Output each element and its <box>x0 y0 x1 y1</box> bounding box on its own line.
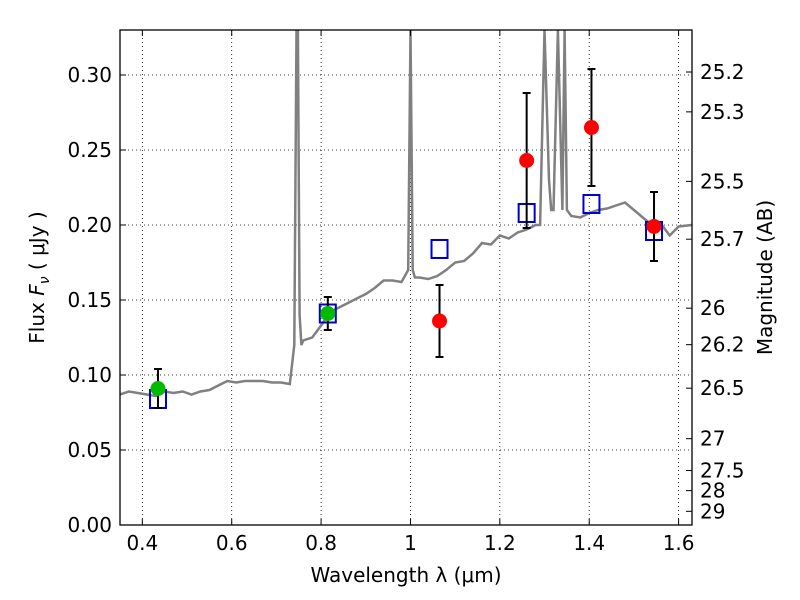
red-point <box>583 120 599 135</box>
x-tick-label: 0.6 <box>216 531 248 555</box>
y-tick-label: 0.30 <box>67 63 112 87</box>
right-tick-label: 25.7 <box>700 227 745 251</box>
y-axis-label-prefix: Flux <box>25 296 49 344</box>
right-tick-label: 26.2 <box>700 333 745 357</box>
x-tick-label: 1.6 <box>663 531 695 555</box>
model-series <box>148 194 664 409</box>
y-tick-label: 0.25 <box>67 138 112 162</box>
plot-frame <box>119 29 693 526</box>
right-tick-label: 25.5 <box>700 169 745 193</box>
red-point <box>519 153 535 168</box>
ticks: 0.4 0.6 0.8 1 1.2 1.4 1.6 0.00 0.05 0.10 0.15 0.20 0… <box>67 30 745 555</box>
right-tick-label: 25.3 <box>700 100 745 124</box>
spectrum-series <box>120 30 692 398</box>
right-axis-label: Magnitude (AB) <box>753 200 777 355</box>
y-tick-label: 0.00 <box>67 513 112 537</box>
y-axis-label-suffix: ( μJy ) <box>25 211 49 276</box>
x-tick-label: 1.2 <box>484 531 516 555</box>
right-tick-label: 27.5 <box>700 459 745 483</box>
y-tick-label: 0.05 <box>67 438 112 462</box>
right-tick-label: 26 <box>700 296 725 320</box>
spectrum-line <box>120 30 692 398</box>
model-square <box>430 239 449 259</box>
x-tick-label: 1.4 <box>573 531 605 555</box>
y-axis-label: Flux Fν ( μJy ) <box>25 211 53 343</box>
red-point <box>646 219 662 234</box>
green-series <box>150 306 336 396</box>
model-square <box>582 194 601 214</box>
x-tick-label: 0.4 <box>126 531 158 555</box>
y-tick-label: 0.20 <box>67 213 112 237</box>
green-point <box>320 306 336 321</box>
grid <box>120 30 692 526</box>
errorbars <box>153 68 659 409</box>
x-axis-label: Wavelength λ (μm) <box>310 563 501 587</box>
y-tick-label: 0.15 <box>67 288 112 312</box>
x-tick-label: 0.8 <box>305 531 337 555</box>
right-tick-label: 27 <box>700 427 725 451</box>
y-axis-label-symbol: F <box>25 284 49 296</box>
right-tick-label: 28 <box>700 479 725 503</box>
right-tick-label: 25.2 <box>700 60 745 84</box>
y-tick-label: 0.10 <box>67 363 112 387</box>
green-point <box>150 381 166 396</box>
right-tick-label: 29 <box>700 499 725 523</box>
y-axis-label-subscript: ν <box>37 276 53 284</box>
right-tick-label: 26.5 <box>700 376 745 400</box>
red-point <box>432 313 448 329</box>
red-series <box>432 120 662 329</box>
x-tick-label: 1 <box>404 531 417 555</box>
